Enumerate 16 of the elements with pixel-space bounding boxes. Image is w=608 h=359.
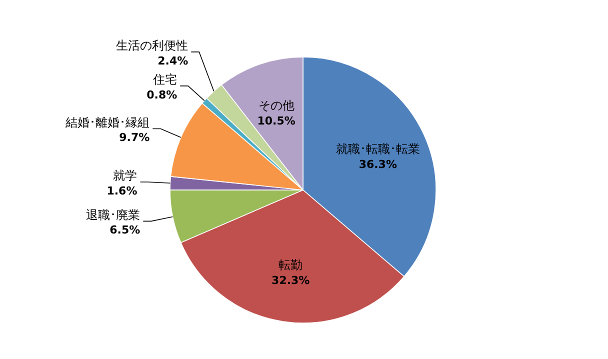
data-label: 6.5% bbox=[110, 224, 140, 237]
slice-label: 結婚･離婚･縁組 bbox=[64, 115, 150, 130]
data-label: 0.8% bbox=[146, 88, 178, 102]
data-label: 36.3% bbox=[358, 158, 397, 171]
slice-label: 就学 bbox=[113, 168, 138, 183]
slice-label: 転勤 bbox=[278, 258, 303, 272]
slice-label: その他 bbox=[258, 98, 294, 113]
slice-label: 生活の利便性 bbox=[116, 38, 188, 53]
data-label: 10.5% bbox=[257, 114, 296, 128]
slice-label: 住宅 bbox=[152, 72, 178, 87]
slice-label: 就職･転職･転業 bbox=[336, 142, 420, 156]
data-label: 2.4% bbox=[158, 54, 188, 68]
data-label: 1.6% bbox=[106, 184, 138, 198]
slice-label: 退職･廃業 bbox=[86, 208, 140, 222]
data-label: 9.7% bbox=[119, 131, 150, 144]
data-label: 32.3% bbox=[272, 274, 310, 287]
